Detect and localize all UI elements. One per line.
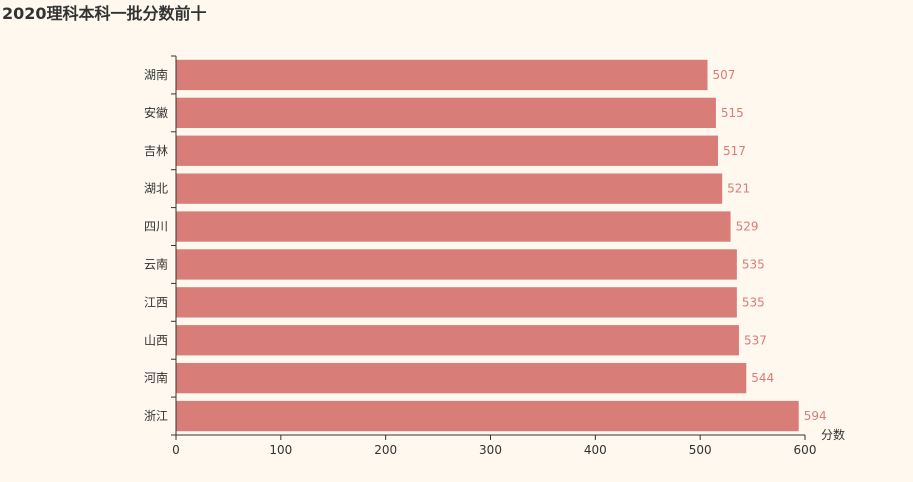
- data-label-2: 517: [723, 144, 746, 158]
- x-tick-label-2: 200: [374, 443, 397, 457]
- y-tick-label-3: 湖北: [144, 181, 168, 196]
- data-label-0: 507: [713, 68, 736, 82]
- bar-9: [176, 400, 799, 432]
- y-tick-label-0: 湖南: [144, 67, 168, 82]
- y-tick-label-5: 云南: [144, 256, 168, 271]
- data-label-8: 544: [751, 371, 774, 385]
- x-tick-label-0: 0: [172, 443, 180, 457]
- y-tick-label-4: 四川: [144, 220, 168, 234]
- x-tick-label-1: 100: [269, 443, 292, 457]
- bar-6: [176, 287, 737, 318]
- bar-1: [176, 97, 716, 129]
- bars-group: [176, 59, 799, 432]
- data-label-3: 521: [727, 182, 750, 196]
- x-axis-title: 分数: [821, 427, 845, 442]
- bar-4: [176, 211, 731, 242]
- bar-3: [176, 173, 723, 204]
- bar-2: [176, 135, 718, 166]
- x-tick-label-4: 400: [584, 443, 607, 457]
- y-tick-label-7: 山西: [144, 333, 168, 347]
- data-labels-group: 507 515 517 521 529 535 535 537 544 594: [713, 68, 827, 423]
- x-tick-label-5: 500: [689, 443, 712, 457]
- data-label-6: 535: [742, 295, 765, 309]
- bar-8: [176, 362, 747, 394]
- bar-7: [176, 325, 739, 356]
- y-tick-label-9: 浙江: [144, 409, 168, 423]
- y-tick-label-1: 安徽: [144, 105, 168, 120]
- x-tick-label-6: 600: [794, 443, 817, 457]
- bar-5: [176, 249, 737, 280]
- x-tick-label-3: 300: [479, 443, 502, 457]
- x-axis-ticks: [175, 435, 806, 440]
- data-label-4: 529: [736, 220, 759, 234]
- y-tick-label-2: 吉林: [144, 144, 168, 158]
- y-tick-label-6: 江西: [144, 295, 168, 309]
- data-label-5: 535: [742, 257, 765, 271]
- data-label-1: 515: [721, 106, 744, 120]
- x-axis-labels: 0 100 200 300 400 500 600: [172, 443, 816, 457]
- chart-title: 2020理科本科一批分数前十: [2, 4, 207, 23]
- data-label-7: 537: [744, 333, 767, 347]
- bar-0: [176, 59, 708, 91]
- data-label-9: 594: [804, 409, 827, 423]
- y-tick-label-8: 河南: [144, 370, 168, 385]
- y-axis-ticks: [171, 55, 176, 436]
